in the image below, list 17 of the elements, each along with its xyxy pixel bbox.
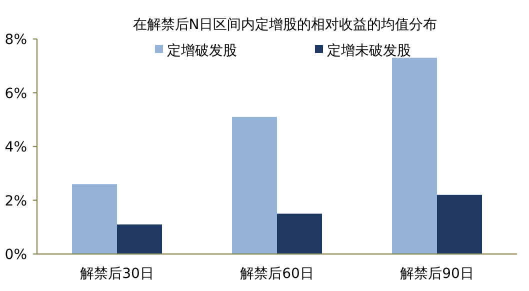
bar [277, 214, 322, 254]
bar [392, 58, 437, 254]
y-tick-label: 8% [4, 32, 27, 48]
legend-label: 定增未破发股 [327, 43, 411, 59]
y-tick-label: 0% [4, 247, 27, 263]
bar [117, 224, 162, 254]
y-tick-label: 6% [4, 86, 27, 102]
chart-title: 在解禁后N日区间内定增股的相对收益的均值分布 [132, 17, 438, 33]
bar [232, 116, 277, 254]
y-tick-label: 2% [4, 193, 27, 210]
bar [437, 194, 482, 254]
legend-label: 定增破发股 [167, 43, 237, 59]
x-tick-label: 解禁后60日 [240, 266, 314, 282]
y-tick-label: 4% [4, 140, 27, 156]
bar [72, 184, 117, 254]
x-tick-label: 解禁后30日 [80, 266, 154, 282]
x-tick-label: 解禁后90日 [400, 266, 474, 282]
